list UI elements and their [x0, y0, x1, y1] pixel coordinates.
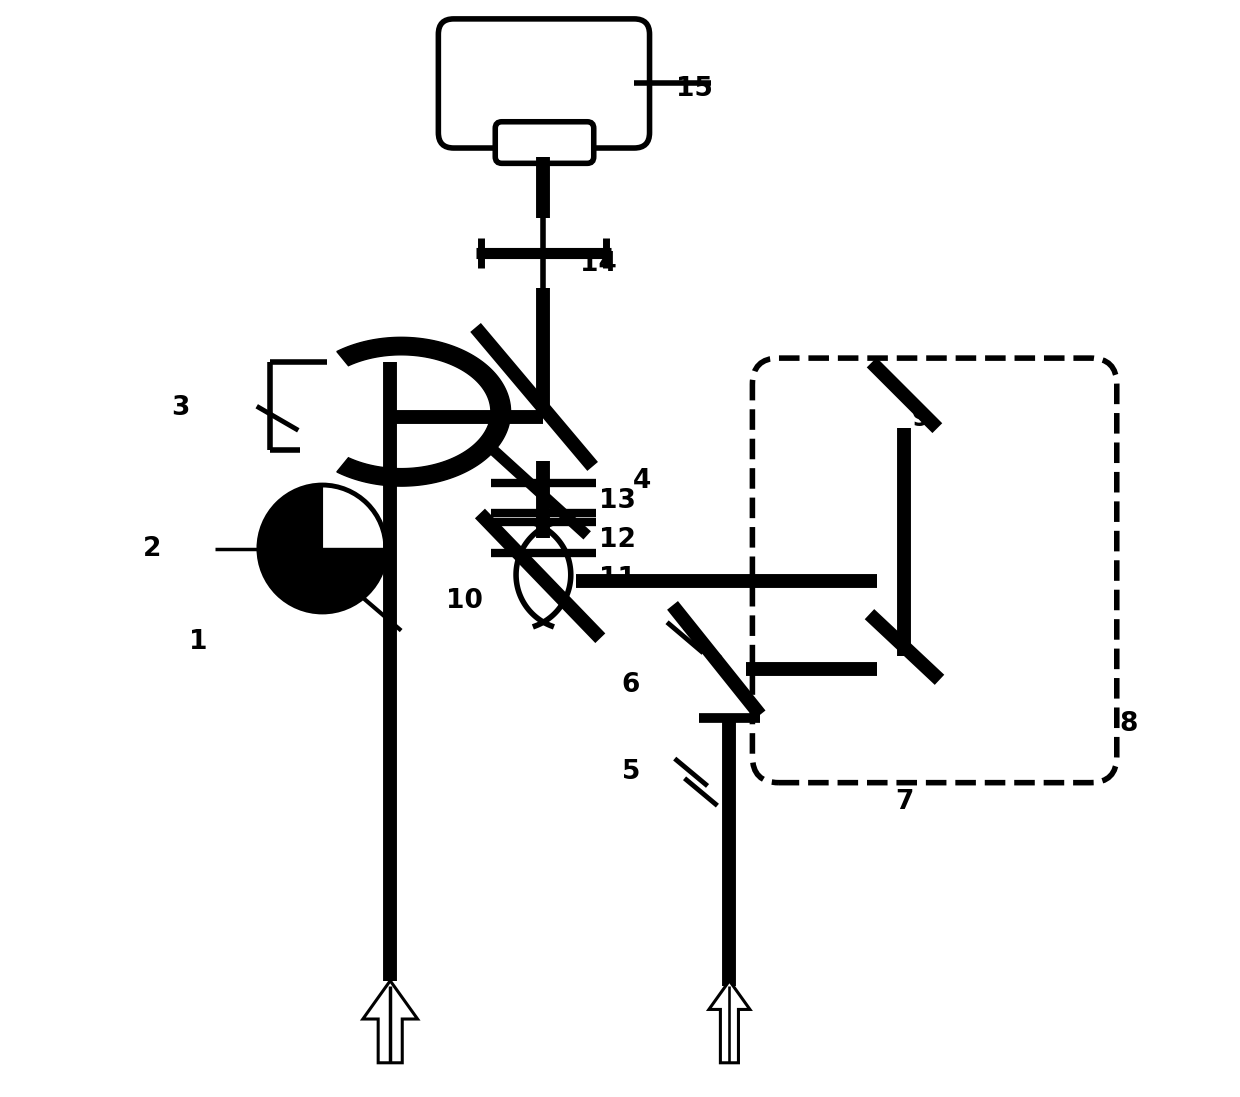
Text: 8: 8: [1120, 711, 1138, 736]
Text: 9: 9: [911, 406, 930, 432]
Polygon shape: [337, 337, 511, 486]
FancyBboxPatch shape: [495, 122, 594, 163]
Text: 11: 11: [599, 566, 636, 592]
Text: 14: 14: [580, 251, 616, 278]
Text: 6: 6: [621, 672, 640, 699]
Text: 3: 3: [171, 395, 190, 421]
FancyBboxPatch shape: [439, 19, 650, 148]
Text: 15: 15: [676, 76, 713, 102]
Text: 2: 2: [143, 535, 161, 562]
Text: 5: 5: [621, 759, 640, 784]
Text: 13: 13: [599, 488, 636, 514]
Polygon shape: [259, 485, 322, 612]
FancyArrow shape: [363, 981, 418, 1063]
Text: 10: 10: [446, 588, 484, 614]
Text: 7: 7: [895, 790, 914, 815]
Text: 12: 12: [599, 527, 636, 553]
Text: 4: 4: [632, 467, 651, 494]
FancyArrow shape: [709, 981, 750, 1063]
Text: 1: 1: [190, 629, 208, 655]
Polygon shape: [322, 548, 386, 612]
